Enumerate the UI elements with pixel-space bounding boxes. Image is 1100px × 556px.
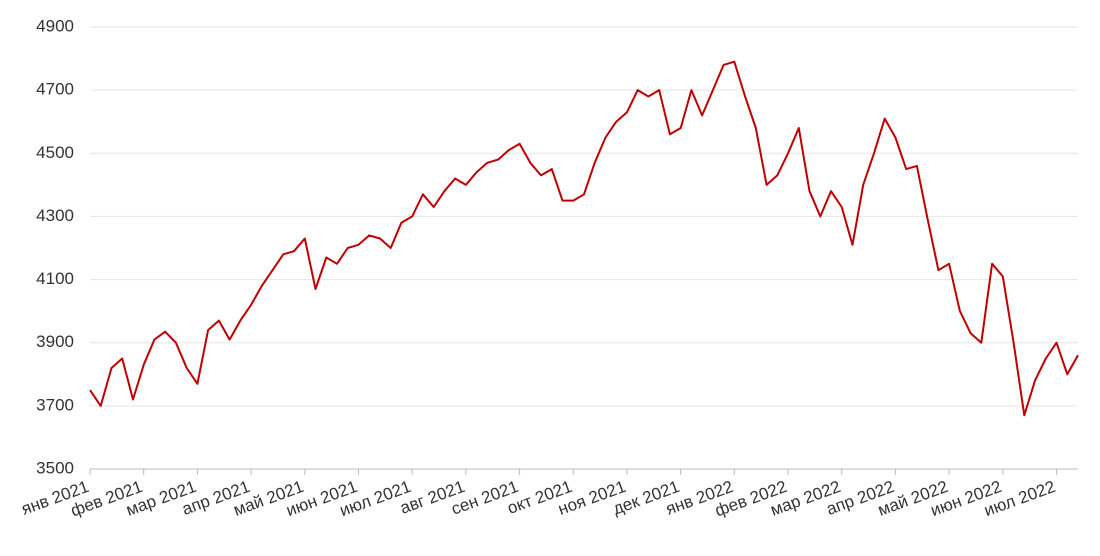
- y-tick-label: 4900: [36, 16, 74, 35]
- y-tick-label: 4300: [36, 206, 74, 225]
- y-tick-label: 3700: [36, 395, 74, 414]
- y-tick-label: 4700: [36, 80, 74, 99]
- y-tick-label: 3500: [36, 458, 74, 477]
- y-tick-label: 3900: [36, 332, 74, 351]
- y-tick-label: 4100: [36, 269, 74, 288]
- line: [89, 60, 1079, 417]
- y-tick-label: 4500: [36, 143, 74, 162]
